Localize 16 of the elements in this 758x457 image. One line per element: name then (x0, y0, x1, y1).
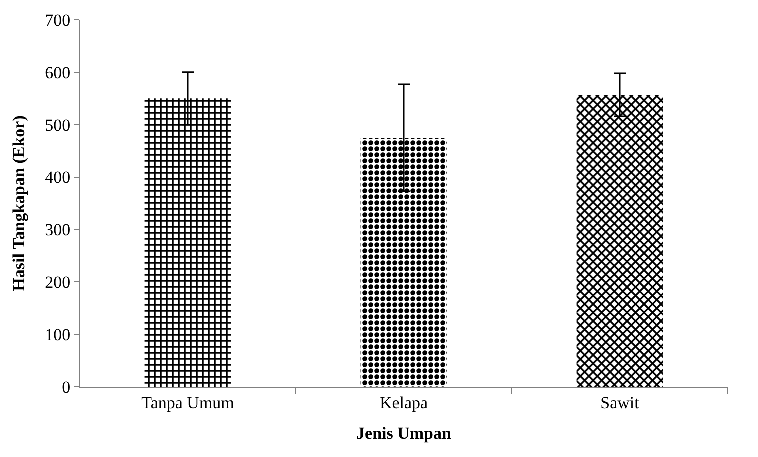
y-tick-label: 200 (45, 273, 71, 292)
x-tick-label: Tanpa Umum (142, 393, 234, 412)
y-tick-label: 500 (45, 116, 71, 135)
y-tick-label: 100 (45, 326, 71, 345)
bar (576, 94, 664, 387)
y-tick-label: 600 (45, 63, 71, 82)
bar (360, 138, 448, 387)
bar (144, 98, 232, 387)
y-tick-label: 300 (45, 220, 71, 240)
x-tick-label: Sawit (600, 393, 640, 412)
y-tick-label: 0 (62, 378, 71, 397)
y-tick-label: 400 (45, 168, 71, 188)
x-axis-title: Jenis Umpan (356, 424, 452, 443)
x-tick-label: Kelapa (380, 393, 429, 412)
y-axis-title: Hasil Tangkapan (Ekor) (10, 116, 29, 292)
y-tick-label: 700 (45, 10, 71, 30)
